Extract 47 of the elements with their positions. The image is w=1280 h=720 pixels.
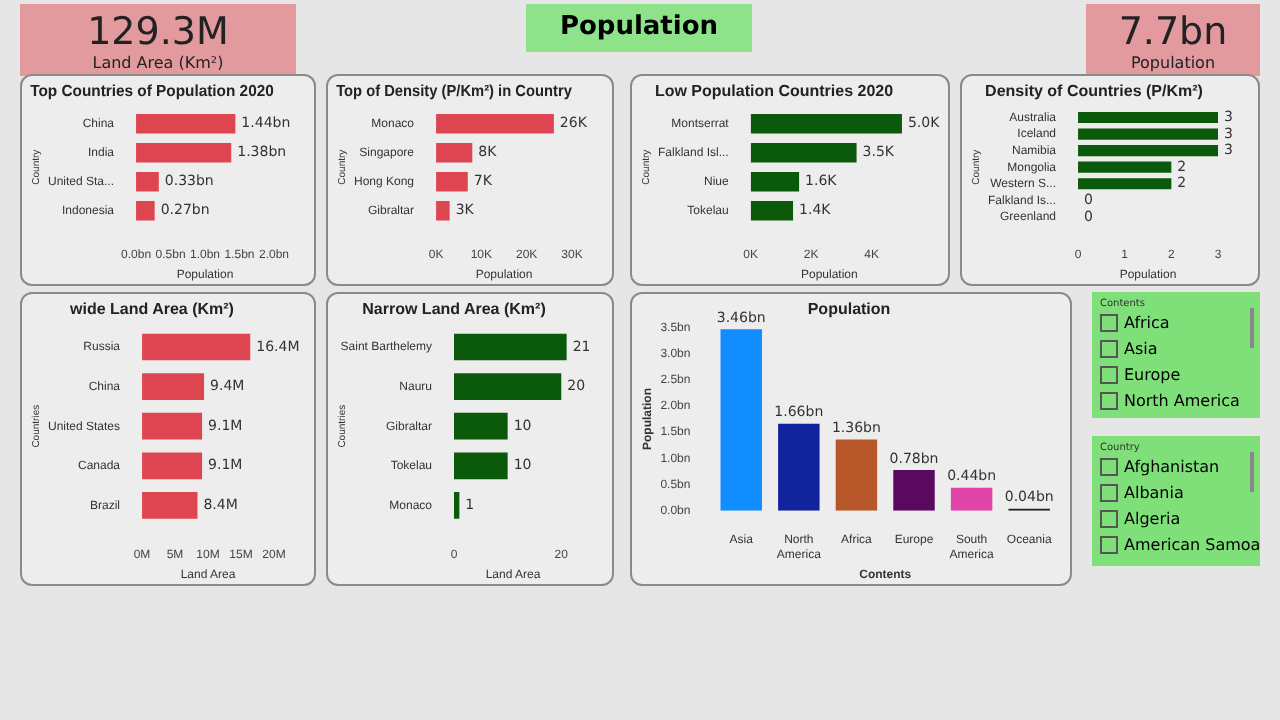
bar [136,200,155,221]
bar [750,113,902,134]
bar [750,171,800,192]
bar [720,329,762,511]
bar [436,200,450,221]
text: Algeria [1124,508,1181,532]
bar [893,469,935,511]
bar [142,452,203,480]
chart-title: Top of Density (P/Km²) in Country [336,81,574,101]
bar [142,412,203,440]
text: American Samoa [1124,534,1261,558]
bar [142,333,251,361]
bar [436,142,473,163]
text: Population [526,4,752,52]
bar [454,492,460,519]
bar [778,423,820,511]
bar [454,452,508,480]
bar [136,171,159,192]
text: Albania [1124,482,1184,506]
chart-title: wide Land Area (Km²) [68,300,235,319]
bar [750,200,794,221]
text: 129.3M [85,10,231,54]
bar [142,373,205,400]
chart-title: Low Population Countries 2020 [654,82,895,101]
bar [454,412,508,440]
chart-title: Population [807,300,891,319]
bar [454,333,567,361]
bar [142,492,198,519]
bar [950,487,993,511]
bar [136,113,236,134]
text: Asia [1124,338,1158,362]
chart-title: Density of Countries (P/Km²) [985,82,1204,101]
bar [436,171,468,192]
text: Population [1128,54,1218,72]
text: 7.7bn [1116,10,1230,54]
bar [750,142,857,163]
bar [436,113,554,134]
bar [454,373,562,400]
bar [835,439,878,511]
text: Land Area (Km²) [90,54,226,72]
text: Afghanistan [1124,456,1220,480]
chart-title: Top Countries of Population 2020 [30,81,275,101]
bar [136,142,232,163]
chart-title: Narrow Land Area (Km²) [362,300,547,319]
text: Africa [1124,312,1170,336]
text: North America [1124,390,1240,414]
text: Europe [1124,364,1181,388]
